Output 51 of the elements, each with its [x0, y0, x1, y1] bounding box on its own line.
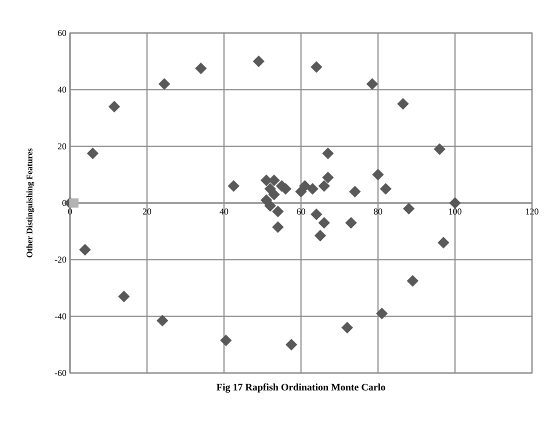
y-tick-label: -40 — [54, 313, 66, 320]
point — [318, 216, 330, 229]
point — [366, 78, 378, 90]
point — [380, 182, 392, 195]
point — [79, 244, 91, 256]
point — [86, 148, 99, 160]
point — [252, 55, 264, 68]
x-tick-label: 60 — [296, 208, 306, 215]
point — [156, 314, 168, 326]
x-tick-label: 100 — [449, 208, 462, 215]
point — [310, 208, 322, 220]
point — [376, 308, 388, 320]
point — [438, 236, 450, 248]
x-tick-label: 80 — [374, 208, 382, 215]
point — [272, 221, 284, 233]
point — [406, 275, 418, 287]
point — [449, 197, 461, 209]
point — [286, 338, 298, 350]
y-tick-label: 40 — [58, 86, 66, 93]
x-tick-label: 20 — [142, 208, 152, 215]
y-axis-title: Other Distinguishing Features — [26, 148, 34, 258]
point — [318, 180, 330, 192]
point — [434, 143, 446, 155]
point — [264, 200, 276, 212]
y-tick-label: -20 — [54, 256, 66, 263]
point — [268, 188, 280, 200]
point — [108, 100, 120, 112]
x-tick-label: 40 — [220, 208, 228, 215]
point — [372, 168, 384, 180]
point — [228, 180, 240, 192]
point — [69, 198, 79, 208]
point — [195, 62, 207, 74]
point — [299, 180, 311, 192]
point — [402, 202, 415, 214]
point — [345, 216, 357, 229]
point — [118, 290, 130, 302]
point — [158, 78, 170, 90]
point — [310, 61, 322, 73]
point — [341, 322, 354, 334]
y-tick-label: 60 — [58, 30, 66, 36]
point — [322, 172, 334, 184]
y-tick-label: -60 — [54, 370, 66, 376]
point — [397, 98, 409, 110]
point — [306, 182, 318, 195]
point — [314, 230, 326, 242]
text: Fig 17 Rapfish Ordination Monte Carlo — [216, 383, 386, 393]
point — [220, 334, 232, 346]
y-tick-label: 20 — [58, 143, 66, 150]
point — [322, 148, 334, 160]
point — [272, 206, 284, 218]
point — [349, 186, 361, 198]
